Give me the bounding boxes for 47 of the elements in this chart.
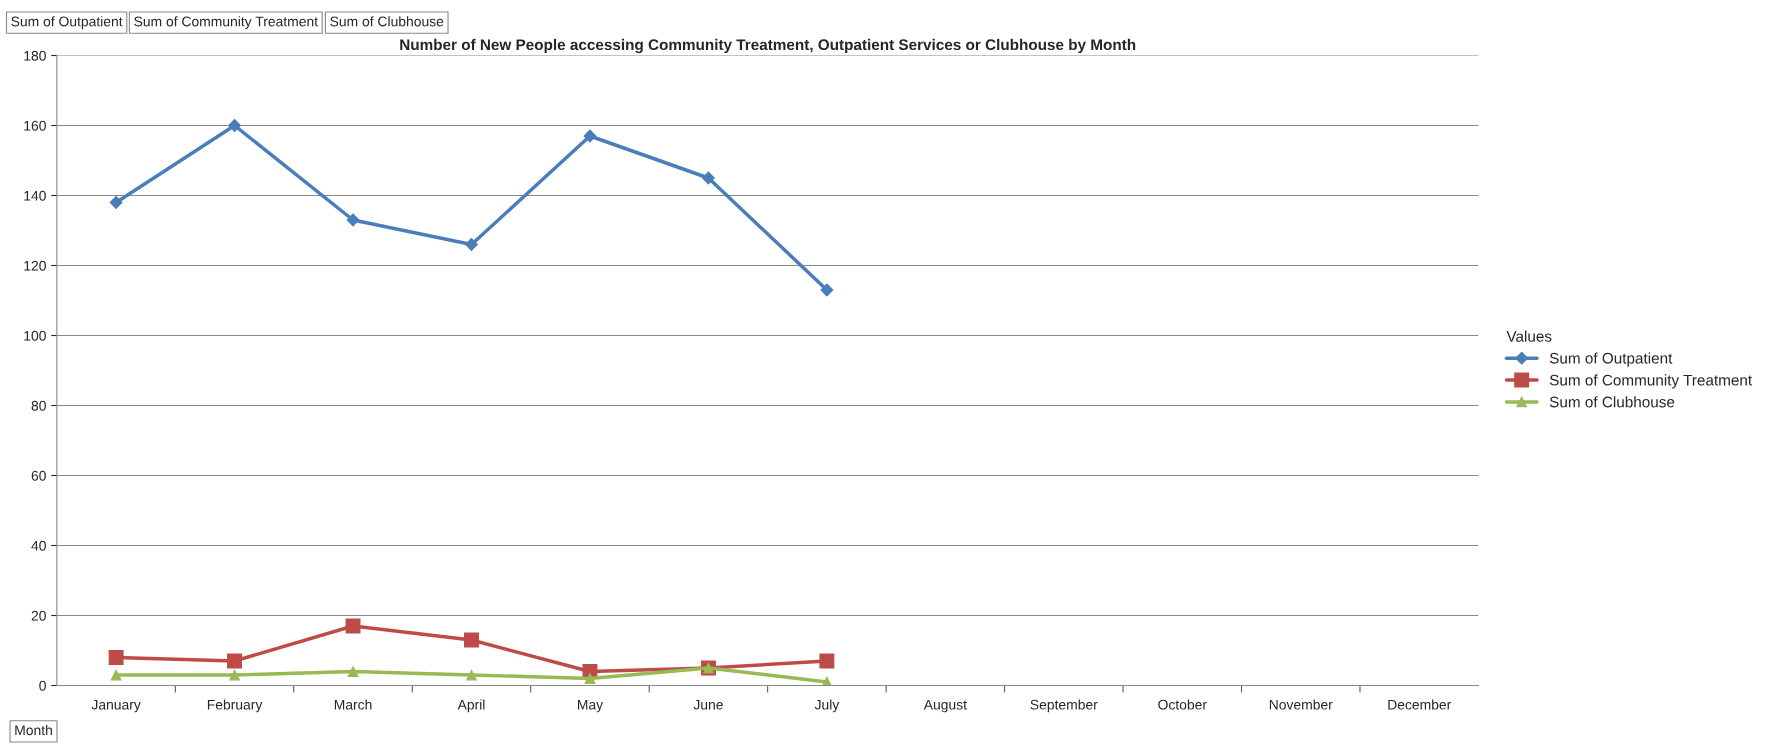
x-tick-label: September xyxy=(1030,699,1098,713)
text: Sum of Outpatient xyxy=(11,16,123,30)
point xyxy=(109,196,123,209)
point xyxy=(819,653,835,669)
point xyxy=(347,666,359,677)
text: Sum of Community Treatment xyxy=(134,16,318,30)
y-tick-label: 60 xyxy=(31,470,46,481)
point xyxy=(584,673,596,684)
x-tick-label: July xyxy=(814,699,840,713)
y-tick-label: 120 xyxy=(24,260,46,271)
chart-title: Number of New People accessing Community Treatment, Outpatient Services or Clubhouse by Month xyxy=(400,38,1136,54)
x-tick-label: November xyxy=(1269,699,1333,710)
x-tick-label: June xyxy=(693,699,723,710)
point xyxy=(228,119,241,132)
point xyxy=(229,669,240,681)
text: Month xyxy=(15,724,52,736)
x-tick-label: March xyxy=(334,699,372,710)
point xyxy=(820,283,834,297)
x-tick-label: December xyxy=(1388,699,1452,710)
y-tick-label: 20 xyxy=(31,610,46,621)
x-tick-label: May xyxy=(577,699,604,713)
legend-label: Sum of Community Treatment xyxy=(1549,374,1753,389)
y-tick-label: 180 xyxy=(24,50,46,61)
point xyxy=(227,653,243,669)
y-tick-label: 100 xyxy=(24,330,46,341)
y-tick-label: 0 xyxy=(39,680,46,691)
x-tick-label: January xyxy=(91,699,141,713)
point xyxy=(464,632,479,648)
point xyxy=(466,669,477,681)
point xyxy=(702,171,715,185)
y-tick-label: 80 xyxy=(31,400,46,411)
x-tick-label: April xyxy=(457,699,485,713)
x-tick-label: August xyxy=(923,699,967,713)
point xyxy=(465,238,478,251)
point xyxy=(110,669,122,681)
text: Sum of Clubhouse xyxy=(330,16,444,27)
x-tick-label: October xyxy=(1158,699,1207,710)
legend-label: Sum of Outpatient xyxy=(1549,352,1673,367)
legend-title: Values xyxy=(1506,330,1552,342)
point xyxy=(583,129,597,143)
point xyxy=(346,213,360,227)
legend-label: Sum of Clubhouse xyxy=(1549,396,1675,408)
x-tick-label: February xyxy=(207,699,263,713)
y-tick-label: 140 xyxy=(24,190,46,201)
point xyxy=(108,650,124,665)
y-tick-label: 40 xyxy=(31,540,46,551)
y-tick-label: 160 xyxy=(24,120,46,131)
